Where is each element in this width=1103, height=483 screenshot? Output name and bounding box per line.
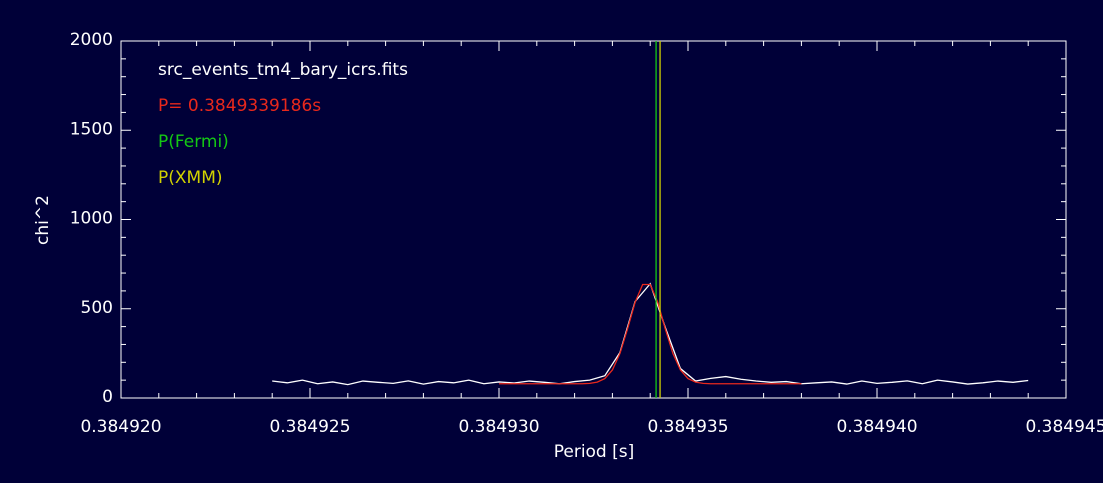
y-tick-label: 2000 <box>70 30 113 50</box>
chart-title: src_events_tm4_bary_icrs.fits <box>158 60 408 80</box>
x-tick-label: 0.384945 <box>1025 417 1103 437</box>
legend-entry: P(Fermi) <box>158 132 229 152</box>
x-tick-label: 0.384925 <box>269 417 350 437</box>
x-tick-label: 0.384935 <box>647 417 728 437</box>
y-tick-label: 500 <box>81 298 113 318</box>
x-axis-label: Period [s] <box>554 442 635 462</box>
data-line <box>272 282 1029 386</box>
x-tick-label: 0.384930 <box>458 417 539 437</box>
y-tick-label: 1000 <box>70 209 113 229</box>
x-tick-label: 0.384920 <box>80 417 161 437</box>
y-tick-label: 1500 <box>70 119 113 139</box>
x-tick-label: 0.384940 <box>836 417 917 437</box>
legend-entry: P= 0.3849339186s <box>158 96 321 116</box>
fit-line <box>499 283 802 385</box>
y-axis-label: chi^2 <box>33 195 53 245</box>
y-tick-label: 0 <box>102 387 113 407</box>
legend-entry: P(XMM) <box>158 168 223 188</box>
